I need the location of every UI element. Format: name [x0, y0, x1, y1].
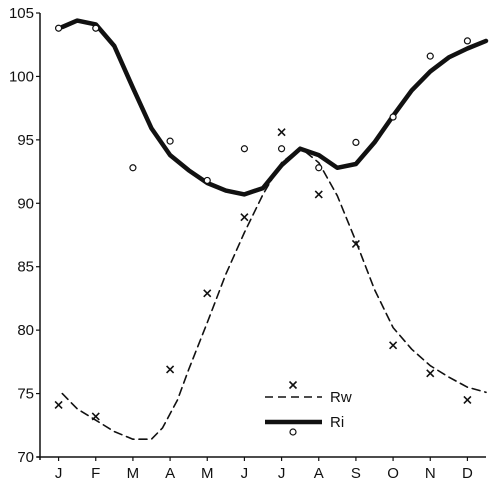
- marker-circle: [352, 138, 360, 146]
- marker-circle: [463, 37, 472, 45]
- series-line-rw: [61, 146, 487, 440]
- marker-circle: [54, 24, 63, 32]
- marker-x: [91, 412, 100, 421]
- marker-x-stroke: [463, 395, 472, 404]
- marker-circle: [129, 164, 137, 172]
- marker-x-stroke: [54, 400, 63, 410]
- marker-circle: [203, 176, 211, 185]
- x-tick-label: J: [55, 465, 63, 482]
- marker-x: [54, 400, 63, 410]
- marker-circle: [166, 137, 174, 145]
- x-tick-label: A: [165, 465, 175, 482]
- legend-marker-circle: [289, 428, 297, 436]
- series-markers: [54, 24, 472, 421]
- marker-x-stroke: [426, 369, 435, 378]
- y-tick-label: 100: [9, 68, 34, 85]
- legend-label-rw: Rw: [330, 389, 352, 406]
- legend: Rw Ri: [265, 380, 352, 436]
- marker-x: [463, 395, 472, 404]
- series-line-ri: [60, 18, 489, 197]
- legend-label-ri: Ri: [330, 414, 344, 431]
- marker-x: [351, 239, 360, 248]
- marker-x-stroke: [166, 365, 175, 374]
- marker-x: [389, 341, 398, 350]
- marker-x-stroke: [351, 239, 360, 248]
- marker-circle: [315, 164, 323, 172]
- marker-x: [314, 190, 323, 199]
- marker-x: [166, 365, 175, 374]
- marker-x: [426, 369, 435, 378]
- marker-x: [277, 128, 286, 137]
- axes: 70 75 80 85 90 95 100 105 J F M A M J J A S O N D: [9, 5, 486, 482]
- marker-circle: [389, 113, 397, 121]
- marker-x-stroke: [389, 341, 398, 350]
- y-tick-label: 75: [17, 386, 34, 403]
- marker-circle: [277, 145, 286, 153]
- x-tick-label: S: [351, 465, 361, 482]
- series-curves: [60, 18, 489, 440]
- y-tick-label: 80: [17, 322, 34, 339]
- y-tick-label: 90: [17, 195, 34, 212]
- marker-x-stroke: [314, 190, 323, 199]
- marker-circle: [92, 24, 100, 32]
- x-tick-label: O: [387, 465, 399, 482]
- x-tick-label: M: [201, 465, 214, 482]
- y-tick-label: 105: [9, 5, 34, 22]
- x-tick-label: M: [127, 465, 140, 482]
- marker-circle: [240, 145, 249, 153]
- marker-x-stroke: [240, 213, 249, 222]
- x-tick-label: J: [241, 465, 249, 482]
- marker-x-stroke: [203, 289, 212, 298]
- marker-circle: [426, 52, 434, 60]
- x-tick-label: D: [462, 465, 473, 482]
- legend-marker-x: [288, 380, 298, 390]
- marker-x: [240, 213, 249, 222]
- x-tick-label: J: [278, 465, 286, 482]
- marker-x: [203, 289, 212, 298]
- x-tick-label: F: [91, 465, 100, 482]
- marker-x-stroke: [91, 412, 100, 421]
- y-tick-label: 95: [17, 132, 34, 149]
- x-tick-label: N: [425, 465, 436, 482]
- y-tick-label: 85: [17, 259, 34, 276]
- x-tick-label: A: [314, 465, 324, 482]
- marker-x-stroke: [277, 128, 286, 137]
- y-tick-label: 70: [17, 449, 34, 466]
